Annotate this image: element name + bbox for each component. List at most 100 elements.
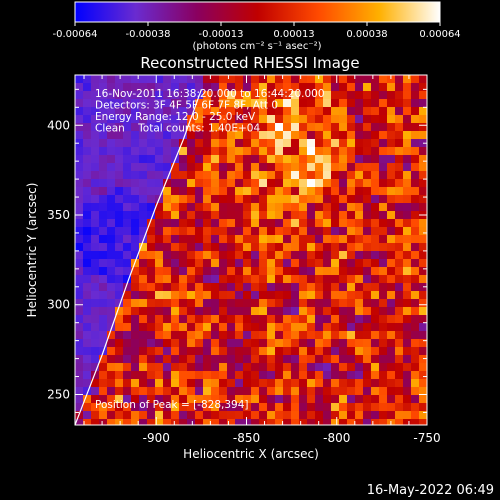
heatmap-cell <box>363 395 371 403</box>
heatmap-cell <box>403 99 411 107</box>
heatmap-cell <box>227 259 235 267</box>
heatmap-cell <box>419 307 427 315</box>
heatmap-cell <box>419 379 427 387</box>
heatmap-cell <box>299 267 307 275</box>
heatmap-cell <box>211 123 219 131</box>
heatmap-cell <box>203 259 211 267</box>
heatmap-cell <box>347 267 355 275</box>
heatmap-cell <box>411 203 419 211</box>
heatmap-cell <box>339 347 347 355</box>
heatmap-cell <box>307 187 315 195</box>
heatmap-cell <box>267 211 275 219</box>
heatmap-cell <box>267 163 275 171</box>
heatmap-cell <box>259 211 267 219</box>
heatmap-cell <box>107 307 115 315</box>
heatmap-cell <box>99 107 107 115</box>
heatmap-cell <box>259 331 267 339</box>
heatmap-cell <box>155 107 163 115</box>
heatmap-cell <box>107 395 115 403</box>
solar-limb-curve <box>75 89 202 425</box>
heatmap-cell <box>307 267 315 275</box>
heatmap-cell <box>363 259 371 267</box>
heatmap-cell <box>219 275 227 283</box>
heatmap-cell <box>259 91 267 99</box>
heatmap-cell <box>187 251 195 259</box>
heatmap-cell <box>387 275 395 283</box>
heatmap-cell <box>187 299 195 307</box>
heatmap-cell <box>387 355 395 363</box>
heatmap-cell <box>307 115 315 123</box>
heatmap-cell <box>371 387 379 395</box>
heatmap-cell <box>403 115 411 123</box>
heatmap-cell <box>411 291 419 299</box>
heatmap-cell <box>283 131 291 139</box>
heatmap-cell <box>331 371 339 379</box>
heatmap-cell <box>387 91 395 99</box>
heatmap-cell <box>243 179 251 187</box>
heatmap-cell <box>211 75 219 83</box>
heatmap-cell <box>211 171 219 179</box>
heatmap-cell <box>243 331 251 339</box>
heatmap-cell <box>323 275 331 283</box>
heatmap-cell <box>227 419 235 425</box>
heatmap-cell <box>299 219 307 227</box>
heatmap-cell <box>83 379 91 387</box>
heatmap-cell <box>355 299 363 307</box>
heatmap-cell <box>235 227 243 235</box>
heatmap-cell <box>331 139 339 147</box>
heatmap-cell <box>91 91 99 99</box>
heatmap-cell <box>139 331 147 339</box>
heatmap-cell <box>411 355 419 363</box>
heatmap-cell <box>419 243 427 251</box>
heatmap-cell <box>331 99 339 107</box>
heatmap-cell <box>347 227 355 235</box>
heatmap-cell <box>419 99 427 107</box>
heatmap-cell <box>371 163 379 171</box>
heatmap-cell <box>219 91 227 99</box>
heatmap-cell <box>403 155 411 163</box>
heatmap-cell <box>187 187 195 195</box>
heatmap-cell <box>323 235 331 243</box>
heatmap-cell <box>211 235 219 243</box>
heatmap-cell <box>363 163 371 171</box>
heatmap-cell <box>379 339 387 347</box>
heatmap-cell <box>339 219 347 227</box>
heatmap-cell <box>355 291 363 299</box>
heatmap-cell <box>179 195 187 203</box>
heatmap-cell <box>195 355 203 363</box>
heatmap-cell <box>235 339 243 347</box>
heatmap-cell <box>83 251 91 259</box>
heatmap-cell <box>187 171 195 179</box>
colorbar-tick-label: -0.00038 <box>126 29 171 40</box>
heatmap-cell <box>91 171 99 179</box>
heatmap-cell <box>99 243 107 251</box>
heatmap-cell <box>235 395 243 403</box>
heatmap-cell <box>315 227 323 235</box>
heatmap-cell <box>115 203 123 211</box>
heatmap-cell <box>307 83 315 91</box>
heatmap-cell <box>187 91 195 99</box>
heatmap-cell <box>347 235 355 243</box>
heatmap-cell <box>179 275 187 283</box>
heatmap-cell <box>331 283 339 291</box>
heatmap-cell <box>259 171 267 179</box>
heatmap-cell <box>283 219 291 227</box>
heatmap-cell <box>371 219 379 227</box>
heatmap-cell <box>275 99 283 107</box>
heatmap-cell <box>331 363 339 371</box>
heatmap-cell <box>139 387 147 395</box>
heatmap-cell <box>131 219 139 227</box>
heatmap-cell <box>347 259 355 267</box>
heatmap-cell <box>371 275 379 283</box>
heatmap-cell <box>99 275 107 283</box>
heatmap-cell <box>371 187 379 195</box>
heatmap-cell <box>395 75 403 83</box>
heatmap-cell <box>355 403 363 411</box>
heatmap-cell <box>179 251 187 259</box>
heatmap-cell <box>275 347 283 355</box>
heatmap-cell <box>163 299 171 307</box>
heatmap-cell <box>179 259 187 267</box>
y-tick-label: 250 <box>47 387 70 401</box>
heatmap-cell <box>83 235 91 243</box>
heatmap-cell <box>123 347 131 355</box>
